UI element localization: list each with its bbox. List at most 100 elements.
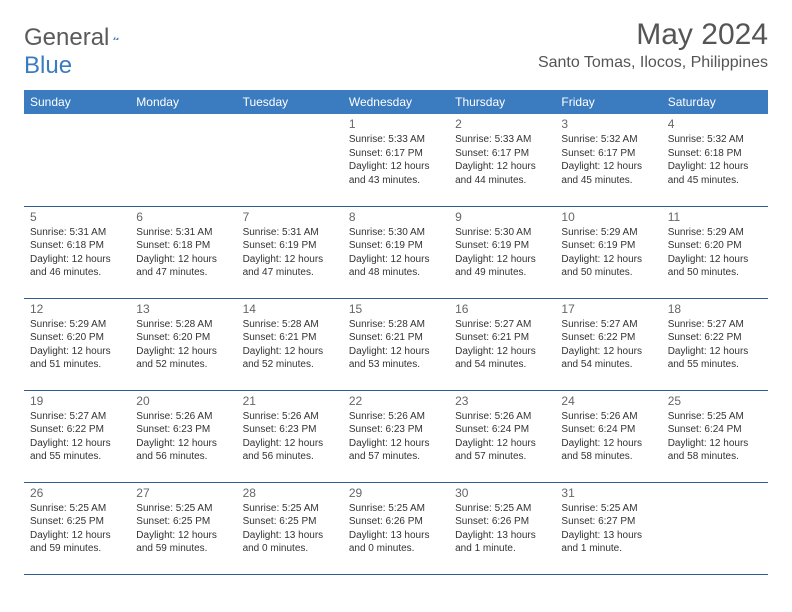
- calendar-cell: 11 Sunrise: 5:29 AMSunset: 6:20 PMDayligh…: [662, 206, 768, 298]
- dayhead-thu: Thursday: [449, 90, 555, 114]
- day-info: Sunrise: 5:26 AMSunset: 6:24 PMDaylight:…: [455, 410, 549, 464]
- calendar-cell: 4 Sunrise: 5:32 AMSunset: 6:18 PMDaylight…: [662, 114, 768, 206]
- dayhead-mon: Monday: [130, 90, 236, 114]
- day-number: 13: [136, 302, 230, 316]
- calendar-cell: 21 Sunrise: 5:26 AMSunset: 6:23 PMDayligh…: [237, 390, 343, 482]
- day-number: 1: [349, 117, 443, 131]
- dayhead-tue: Tuesday: [237, 90, 343, 114]
- day-number: 9: [455, 210, 549, 224]
- day-info: Sunrise: 5:32 AMSunset: 6:18 PMDaylight:…: [668, 133, 762, 187]
- calendar-cell: 25 Sunrise: 5:25 AMSunset: 6:24 PMDayligh…: [662, 390, 768, 482]
- calendar-row: 12 Sunrise: 5:29 AMSunset: 6:20 PMDayligh…: [24, 298, 768, 390]
- day-number: 19: [30, 394, 124, 408]
- day-number: 30: [455, 486, 549, 500]
- calendar-row: 1 Sunrise: 5:33 AMSunset: 6:17 PMDaylight…: [24, 114, 768, 206]
- calendar-cell: 31 Sunrise: 5:25 AMSunset: 6:27 PMDayligh…: [555, 482, 661, 574]
- day-info: Sunrise: 5:28 AMSunset: 6:21 PMDaylight:…: [349, 318, 443, 372]
- calendar-cell: 29 Sunrise: 5:25 AMSunset: 6:26 PMDayligh…: [343, 482, 449, 574]
- calendar-cell: 3 Sunrise: 5:32 AMSunset: 6:17 PMDaylight…: [555, 114, 661, 206]
- calendar-cell: 28 Sunrise: 5:25 AMSunset: 6:25 PMDayligh…: [237, 482, 343, 574]
- day-info: Sunrise: 5:25 AMSunset: 6:26 PMDaylight:…: [455, 502, 549, 556]
- day-number: 24: [561, 394, 655, 408]
- day-number: 16: [455, 302, 549, 316]
- day-info: Sunrise: 5:27 AMSunset: 6:22 PMDaylight:…: [561, 318, 655, 372]
- day-info: Sunrise: 5:27 AMSunset: 6:22 PMDaylight:…: [30, 410, 124, 464]
- day-info: Sunrise: 5:29 AMSunset: 6:20 PMDaylight:…: [668, 226, 762, 280]
- day-info: Sunrise: 5:25 AMSunset: 6:26 PMDaylight:…: [349, 502, 443, 556]
- calendar-cell: 23 Sunrise: 5:26 AMSunset: 6:24 PMDayligh…: [449, 390, 555, 482]
- dayhead-wed: Wednesday: [343, 90, 449, 114]
- day-number: 26: [30, 486, 124, 500]
- day-info: Sunrise: 5:31 AMSunset: 6:18 PMDaylight:…: [30, 226, 124, 280]
- day-info: Sunrise: 5:25 AMSunset: 6:24 PMDaylight:…: [668, 410, 762, 464]
- calendar-row: 26 Sunrise: 5:25 AMSunset: 6:25 PMDayligh…: [24, 482, 768, 574]
- day-info: Sunrise: 5:26 AMSunset: 6:23 PMDaylight:…: [349, 410, 443, 464]
- day-number: 8: [349, 210, 443, 224]
- calendar-cell: 7 Sunrise: 5:31 AMSunset: 6:19 PMDaylight…: [237, 206, 343, 298]
- day-number: 7: [243, 210, 337, 224]
- calendar-cell: 17 Sunrise: 5:27 AMSunset: 6:22 PMDayligh…: [555, 298, 661, 390]
- day-number: 21: [243, 394, 337, 408]
- location: Santo Tomas, Ilocos, Philippines: [538, 54, 768, 72]
- day-info: Sunrise: 5:27 AMSunset: 6:21 PMDaylight:…: [455, 318, 549, 372]
- dayhead-fri: Friday: [555, 90, 661, 114]
- calendar-cell: 19 Sunrise: 5:27 AMSunset: 6:22 PMDayligh…: [24, 390, 130, 482]
- day-number: 25: [668, 394, 762, 408]
- calendar-cell: 1Sunrise: 5:33 AMSunset: 6:17 PMDaylight…: [343, 114, 449, 206]
- day-number: 14: [243, 302, 337, 316]
- day-number: 29: [349, 486, 443, 500]
- day-number: 15: [349, 302, 443, 316]
- calendar-cell: 9 Sunrise: 5:30 AMSunset: 6:19 PMDaylight…: [449, 206, 555, 298]
- dayhead-sat: Saturday: [662, 90, 768, 114]
- day-info: Sunrise: 5:29 AMSunset: 6:19 PMDaylight:…: [561, 226, 655, 280]
- day-number: 28: [243, 486, 337, 500]
- calendar-cell: 16 Sunrise: 5:27 AMSunset: 6:21 PMDayligh…: [449, 298, 555, 390]
- day-info: Sunrise: 5:30 AMSunset: 6:19 PMDaylight:…: [349, 226, 443, 280]
- day-info: Sunrise: 5:25 AMSunset: 6:25 PMDaylight:…: [243, 502, 337, 556]
- day-number: 2: [455, 117, 549, 131]
- day-number: 23: [455, 394, 549, 408]
- calendar-cell: 12 Sunrise: 5:29 AMSunset: 6:20 PMDayligh…: [24, 298, 130, 390]
- day-info: Sunrise: 5:33 AMSunset: 6:17 PMDaylight:…: [455, 133, 549, 187]
- day-info: Sunrise: 5:31 AMSunset: 6:18 PMDaylight:…: [136, 226, 230, 280]
- month-title: May 2024: [538, 18, 768, 52]
- calendar-cell: [130, 114, 236, 206]
- day-number: 22: [349, 394, 443, 408]
- dayhead-sun: Sunday: [24, 90, 130, 114]
- calendar-cell: 10Sunrise: 5:29 AMSunset: 6:19 PMDayligh…: [555, 206, 661, 298]
- day-info: Sunrise: 5:26 AMSunset: 6:24 PMDaylight:…: [561, 410, 655, 464]
- calendar-cell: 27 Sunrise: 5:25 AMSunset: 6:25 PMDayligh…: [130, 482, 236, 574]
- day-number: 4: [668, 117, 762, 131]
- day-info: Sunrise: 5:26 AMSunset: 6:23 PMDaylight:…: [243, 410, 337, 464]
- day-info: Sunrise: 5:25 AMSunset: 6:25 PMDaylight:…: [136, 502, 230, 556]
- day-info: Sunrise: 5:28 AMSunset: 6:21 PMDaylight:…: [243, 318, 337, 372]
- day-info: Sunrise: 5:29 AMSunset: 6:20 PMDaylight:…: [30, 318, 124, 372]
- day-info: Sunrise: 5:27 AMSunset: 6:22 PMDaylight:…: [668, 318, 762, 372]
- day-info: Sunrise: 5:25 AMSunset: 6:27 PMDaylight:…: [561, 502, 655, 556]
- calendar-row: 19 Sunrise: 5:27 AMSunset: 6:22 PMDayligh…: [24, 390, 768, 482]
- day-info: Sunrise: 5:25 AMSunset: 6:25 PMDaylight:…: [30, 502, 124, 556]
- calendar-cell: 20 Sunrise: 5:26 AMSunset: 6:23 PMDayligh…: [130, 390, 236, 482]
- day-info: Sunrise: 5:28 AMSunset: 6:20 PMDaylight:…: [136, 318, 230, 372]
- calendar-cell: 13 Sunrise: 5:28 AMSunset: 6:20 PMDayligh…: [130, 298, 236, 390]
- day-number: 17: [561, 302, 655, 316]
- day-number: 20: [136, 394, 230, 408]
- day-number: 12: [30, 302, 124, 316]
- calendar-row: 5Sunrise: 5:31 AMSunset: 6:18 PMDaylight…: [24, 206, 768, 298]
- day-number: 27: [136, 486, 230, 500]
- calendar-cell: [237, 114, 343, 206]
- day-info: Sunrise: 5:26 AMSunset: 6:23 PMDaylight:…: [136, 410, 230, 464]
- day-info: Sunrise: 5:32 AMSunset: 6:17 PMDaylight:…: [561, 133, 655, 187]
- day-number: 3: [561, 117, 655, 131]
- day-number: 11: [668, 210, 762, 224]
- logo-sail-icon: [113, 29, 118, 47]
- calendar-cell: 8 Sunrise: 5:30 AMSunset: 6:19 PMDaylight…: [343, 206, 449, 298]
- logo-blue: Blue: [24, 52, 72, 80]
- day-info: Sunrise: 5:30 AMSunset: 6:19 PMDaylight:…: [455, 226, 549, 280]
- day-info: Sunrise: 5:31 AMSunset: 6:19 PMDaylight:…: [243, 226, 337, 280]
- calendar-cell: 2 Sunrise: 5:33 AMSunset: 6:17 PMDaylight…: [449, 114, 555, 206]
- day-number: 31: [561, 486, 655, 500]
- calendar-cell: 24 Sunrise: 5:26 AMSunset: 6:24 PMDayligh…: [555, 390, 661, 482]
- calendar-cell: 5Sunrise: 5:31 AMSunset: 6:18 PMDaylight…: [24, 206, 130, 298]
- logo-general: General: [24, 24, 109, 52]
